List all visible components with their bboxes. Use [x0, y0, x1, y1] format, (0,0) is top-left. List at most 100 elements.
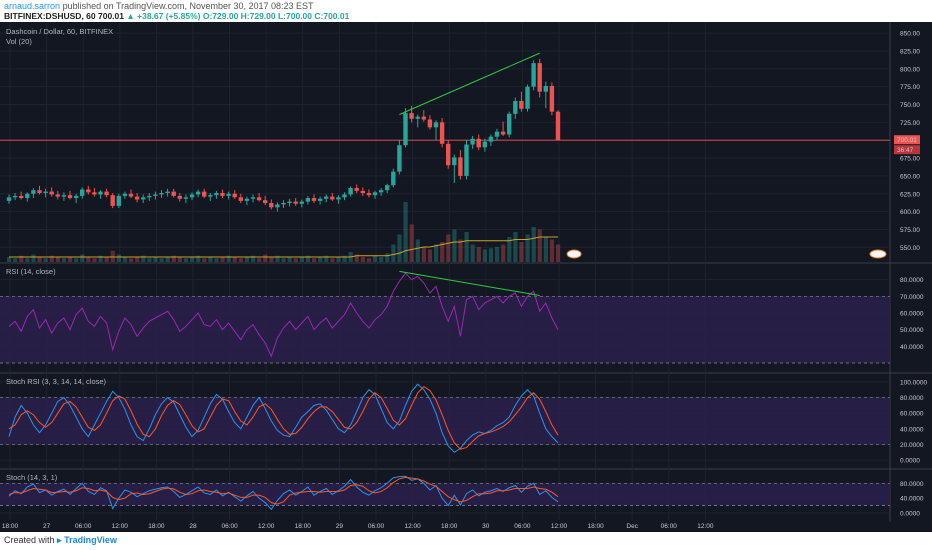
volume-bar	[458, 239, 463, 262]
chart-canvas[interactable]: 18:00 27 06:00 12:00 18:00 28 06:00 12:00 18:00 2…	[0, 22, 932, 532]
y-tick-label: 80.0000	[900, 395, 924, 402]
candle-body	[165, 191, 170, 194]
candle-body	[183, 197, 189, 199]
volume-bar	[68, 257, 73, 262]
time-axis-label: 18:00	[587, 523, 604, 530]
candle-body	[232, 193, 237, 198]
candle-body	[61, 195, 67, 197]
volume-bar	[312, 258, 317, 262]
candle-body	[73, 195, 79, 199]
tradingview-logo-icon[interactable]: ▸	[57, 535, 62, 545]
volume-bar	[537, 229, 542, 262]
y-tick-label: 40.0000	[900, 426, 924, 433]
volume-bar	[373, 255, 378, 262]
candle-body	[250, 197, 256, 199]
candle-body	[488, 136, 494, 142]
volume-bar	[208, 257, 213, 262]
candle-body	[43, 191, 48, 194]
ohlc-values: O:729.00 H:729.00 L:700.00 C:700.01	[202, 11, 350, 21]
volume-bar	[13, 258, 18, 262]
y-tick-label: 800.00	[900, 66, 920, 73]
volume-bar	[55, 257, 60, 262]
volume-bar	[501, 244, 506, 262]
candle-body	[293, 201, 298, 204]
volume-bar	[409, 224, 414, 262]
y-tick-label: 60.0000	[900, 411, 924, 418]
last-price-tag	[894, 135, 920, 145]
volume-bar	[525, 234, 530, 262]
event-marker-icon	[869, 249, 887, 259]
y-tick-label: 775.00	[900, 84, 920, 91]
volume-bar	[31, 254, 36, 262]
candle-body	[439, 122, 445, 144]
last-value: 700.01	[98, 11, 124, 21]
candle-body	[19, 195, 24, 199]
volume-bar	[220, 257, 225, 262]
volume-bar	[86, 257, 91, 262]
candle-body	[98, 191, 103, 195]
candle-body	[397, 145, 402, 172]
volume-bar	[244, 257, 250, 262]
time-axis-label: 18:00	[441, 523, 458, 530]
volume-bar	[110, 250, 115, 262]
volume-bar	[464, 232, 469, 262]
tradingview-brand[interactable]: TradingView	[64, 535, 117, 545]
candle-body	[500, 131, 506, 135]
volume-bar	[299, 257, 304, 262]
series-line-rsi	[8, 272, 559, 358]
candle-body	[543, 85, 548, 92]
candle-body	[458, 157, 463, 176]
volume-bar	[507, 237, 512, 262]
volume-bar	[257, 258, 262, 262]
volume-bar	[488, 248, 494, 262]
countdown-label: 36:47	[897, 147, 914, 154]
candle-body	[378, 190, 384, 193]
candle-body	[360, 190, 365, 194]
series-line-d	[8, 476, 559, 505]
volume-bar	[385, 253, 390, 262]
candle-body	[189, 194, 195, 198]
y-tick-label: 0.0000	[900, 458, 920, 465]
volume-ma-line	[9, 236, 558, 258]
footer: Created with ▸ TradingView	[0, 532, 932, 550]
volume-bar	[226, 255, 231, 262]
author-link[interactable]: arnaud.sarron	[4, 1, 61, 11]
candle-body	[153, 194, 158, 196]
y-tick-label: 80.0000	[900, 481, 924, 488]
candle-body	[409, 113, 414, 119]
volume-bar	[531, 227, 536, 262]
candle-body	[128, 193, 134, 197]
candle-body	[55, 194, 60, 197]
volume-bar	[513, 232, 518, 262]
volume-bar	[183, 258, 189, 262]
y-tick-label: 750.00	[900, 102, 920, 109]
candle-body	[263, 200, 268, 204]
candle-body	[141, 197, 146, 200]
volume-bar	[74, 258, 79, 262]
volume-bar	[293, 258, 298, 262]
volume-indicator-label: Vol (20)	[6, 37, 32, 46]
volume-bar	[92, 258, 97, 262]
candle-body	[269, 203, 274, 208]
candle-body	[470, 138, 475, 145]
time-axis-label: 06:00	[75, 523, 92, 530]
volume-bar	[141, 255, 146, 262]
series-line-k	[8, 383, 559, 453]
candle-body	[12, 195, 18, 198]
volume-bar	[354, 254, 359, 262]
volume-bar	[336, 257, 341, 262]
time-axis-label: 06:00	[661, 523, 678, 530]
candle-body	[415, 116, 420, 119]
volume-bar	[159, 258, 164, 262]
candle-body	[256, 197, 262, 201]
volume-bar	[452, 229, 457, 262]
y-tick-label: 575.00	[900, 227, 920, 234]
oscillator-band	[0, 296, 890, 363]
time-axis-label: 18:00	[148, 523, 165, 530]
volume-bar	[238, 258, 243, 262]
candle-body	[116, 195, 121, 206]
y-tick-label: 40.0000	[900, 496, 924, 503]
candle-body	[513, 100, 518, 114]
volume-bar	[263, 254, 268, 262]
time-axis-label: 18:00	[2, 523, 19, 530]
